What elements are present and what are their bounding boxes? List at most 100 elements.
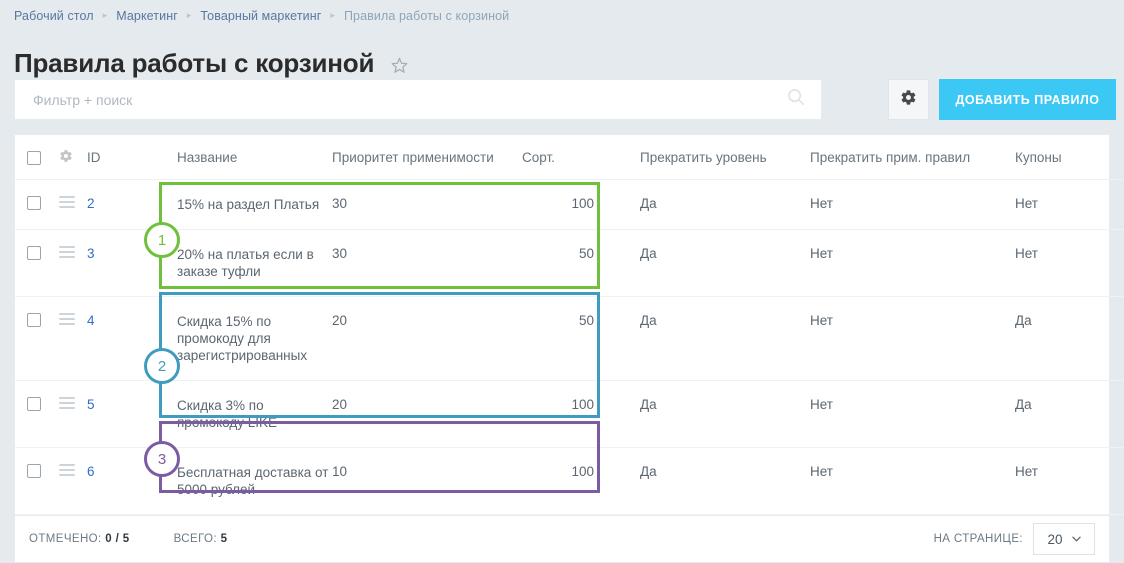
per-page-value: 20 [1047,531,1063,547]
row-stop-level: Да [622,447,810,515]
header-name[interactable]: Название [177,135,332,180]
row-id-link[interactable]: 6 [87,464,95,479]
page-root: Рабочий стол ▸ Маркетинг ▸ Товарный марк… [14,7,1124,563]
header-columns-settings [59,135,87,180]
row-drag-cell [59,179,87,230]
row-id-link[interactable]: 3 [87,246,95,261]
rules-grid: ID Название Приоритет применимости Сорт.… [14,134,1124,563]
breadcrumb-separator-icon: ▸ [330,9,335,20]
checked-counter: ОТМЕЧЕНО: 0 / 5 [29,533,130,545]
drag-handle-icon[interactable] [59,196,75,208]
select-all-checkbox[interactable] [27,150,41,165]
row-coupons: Нет [1015,179,1124,230]
row-select-cell [15,296,59,381]
checked-value: 0 / 5 [105,533,130,545]
rules-table: ID Название Приоритет применимости Сорт.… [15,135,1124,515]
drag-handle-icon[interactable] [59,397,75,409]
breadcrumb-separator-icon: ▸ [186,9,192,20]
row-id-link[interactable]: 4 [87,313,95,328]
gear-icon [900,89,917,111]
table-row[interactable]: 5 Скидка 3% по промокоду LIKE 20 100 Да … [15,380,1124,448]
row-id-link[interactable]: 5 [87,397,95,412]
total-label: ВСЕГО: [173,533,217,545]
row-sort: 100 [522,179,622,230]
total-value: 5 [220,533,228,545]
table-row[interactable]: 2 15% на раздел Платья 30 100 Да Нет Нет [15,179,1124,230]
table-body: 2 15% на раздел Платья 30 100 Да Нет Нет [15,179,1124,515]
header-coupons[interactable]: Купоны [1015,135,1124,180]
row-stop-rules: Нет [810,380,1015,448]
row-id-link[interactable]: 2 [87,196,95,211]
table-row[interactable]: 4 Скидка 15% по промокоду для зарегистри… [15,296,1124,381]
header-sort[interactable]: Сорт. [522,135,622,180]
search-input[interactable] [31,90,785,109]
search-box[interactable] [14,79,822,120]
breadcrumb-item-cart-rules[interactable]: Правила работы с корзиной [343,9,510,23]
row-select-cell [15,229,59,297]
row-id-cell: 4 [87,296,177,381]
row-id-cell: 2 [87,179,177,230]
per-page-label: НА СТРАНИЦЕ: [933,533,1023,545]
star-icon[interactable] [374,52,409,75]
row-name: Бесплатная доставка от 5000 рублей [177,447,332,515]
chevron-down-icon [1071,536,1081,542]
title-row: Правила работы с корзиной [14,30,409,97]
table-row[interactable]: 6 Бесплатная доставка от 5000 рублей 10 … [15,447,1124,515]
row-sort: 100 [522,447,622,515]
row-checkbox[interactable] [27,397,41,411]
row-coupons: Да [1015,296,1124,381]
breadcrumb-separator-icon: ▸ [102,9,108,20]
header-priority[interactable]: Приоритет применимости [332,135,522,180]
row-select-cell [15,447,59,515]
add-rule-button[interactable]: ДОБАВИТЬ ПРАВИЛО [939,79,1116,120]
per-page-select[interactable]: 20 [1033,523,1095,555]
row-checkbox[interactable] [27,246,41,260]
search-icon[interactable] [785,86,821,113]
row-sort: 50 [522,229,622,297]
drag-handle-icon[interactable] [59,464,75,476]
breadcrumb-item-desktop[interactable]: Рабочий стол [14,9,94,23]
page-title: Правила работы с корзиной [14,48,375,79]
row-select-cell [15,380,59,448]
row-name: 15% на раздел Платья [177,179,332,230]
row-id-cell: 5 [87,380,177,448]
row-id-cell: 3 [87,229,177,297]
row-stop-level: Да [622,179,810,230]
breadcrumb-item-product-marketing[interactable]: Товарный маркетинг [200,9,322,23]
header-stop-level[interactable]: Прекратить уровень [622,135,810,180]
row-drag-cell [59,447,87,515]
table-header-row: ID Название Приоритет применимости Сорт.… [15,135,1124,180]
header-id[interactable]: ID [87,135,177,180]
row-stop-rules: Нет [810,229,1015,297]
row-sort: 100 [522,380,622,448]
row-select-cell [15,179,59,230]
row-drag-cell [59,229,87,297]
header-select-all [15,135,59,180]
row-checkbox[interactable] [27,464,41,478]
row-sort: 50 [522,296,622,381]
breadcrumb-item-marketing[interactable]: Маркетинг [116,9,178,23]
table-row[interactable]: 3 20% на платья если в заказе туфли 30 5… [15,229,1124,297]
row-priority: 10 [332,447,522,515]
checked-label: ОТМЕЧЕНО: [29,533,102,545]
row-checkbox[interactable] [27,196,41,210]
total-counter: ВСЕГО: 5 [174,533,228,545]
gear-icon[interactable] [59,149,87,166]
row-checkbox[interactable] [27,313,41,327]
per-page-control: НА СТРАНИЦЕ: 20 [934,523,1095,555]
row-stop-rules: Нет [810,447,1015,515]
table-head: ID Название Приоритет применимости Сорт.… [15,135,1124,180]
row-stop-level: Да [622,380,810,448]
row-drag-cell [59,380,87,448]
grid-footer: ОТМЕЧЕНО: 0 / 5 ВСЕГО: 5 НА СТРАНИЦЕ: 20 [15,515,1109,562]
drag-handle-icon[interactable] [59,246,75,258]
header-stop-rules[interactable]: Прекратить прим. правил [810,135,1015,180]
drag-handle-icon[interactable] [59,313,75,325]
grid-settings-button[interactable] [888,79,929,120]
row-stop-level: Да [622,296,810,381]
row-coupons: Нет [1015,229,1124,297]
breadcrumb: Рабочий стол ▸ Маркетинг ▸ Товарный марк… [14,7,509,25]
row-name: Скидка 3% по промокоду LIKE [177,380,332,448]
toolbar: ДОБАВИТЬ ПРАВИЛО [14,79,1116,120]
row-priority: 30 [332,229,522,297]
